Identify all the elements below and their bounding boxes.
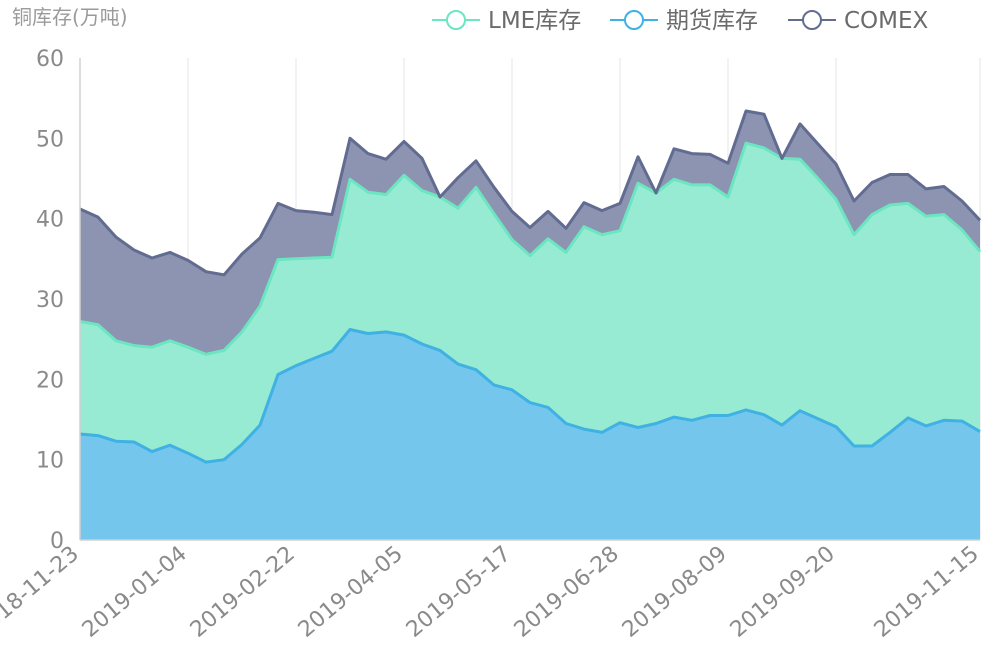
x-tick-label-6: 2019-08-09 (618, 541, 732, 642)
legend-marker-icon-1 (624, 10, 644, 30)
series-line-0 (79, 328, 981, 464)
y-tick-label-6: 60 (36, 47, 64, 72)
legend-label-2: COMEX (844, 8, 929, 34)
legend-marker-icon-0 (446, 10, 466, 30)
axes (79, 58, 980, 541)
y-tick-label-4: 40 (36, 208, 64, 233)
legend-label-0: LME库存 (488, 8, 581, 34)
legend-item-1[interactable]: 期货库存 (610, 8, 758, 34)
x-tick-label-2: 2019-02-22 (186, 541, 300, 642)
x-tick-label-3: 2019-04-05 (294, 541, 408, 642)
x-tick-label-5: 2019-06-28 (510, 541, 624, 642)
y-tick-label-2: 20 (36, 368, 64, 393)
x-tick-label-4: 2019-05-17 (402, 541, 516, 642)
y-axis-title: 铜库存(万吨) (12, 5, 128, 29)
legend[interactable]: LME库存 期货库存 COMEX (432, 8, 929, 34)
y-tick-label-0: 0 (50, 529, 64, 554)
y-tick-label-3: 30 (36, 288, 64, 313)
legend-label-1: 期货库存 (666, 8, 758, 34)
area-2 (80, 111, 980, 355)
y-tick-label-1: 10 (36, 449, 64, 474)
x-tick-labels: 2018-11-232019-01-042019-02-222019-04-05… (0, 541, 984, 642)
x-tick-label-7: 2019-09-20 (726, 541, 840, 642)
series-line-2 (79, 109, 982, 277)
area-1 (80, 143, 980, 463)
legend-marker-icon-2 (802, 10, 822, 30)
legend-item-2[interactable]: COMEX (788, 8, 929, 34)
y-tick-labels: 0 10 20 30 40 50 60 (36, 47, 64, 554)
legend-item-0[interactable]: LME库存 (432, 8, 581, 34)
area-0 (80, 329, 980, 540)
x-tick-label-1: 2019-01-04 (78, 541, 192, 642)
x-tick-label-0: 2018-11-23 (0, 541, 84, 642)
x-tick-label-8: 2019-11-15 (870, 541, 984, 642)
series-line-1 (79, 141, 982, 356)
series-areas (79, 109, 982, 540)
y-tick-label-5: 50 (36, 127, 64, 152)
